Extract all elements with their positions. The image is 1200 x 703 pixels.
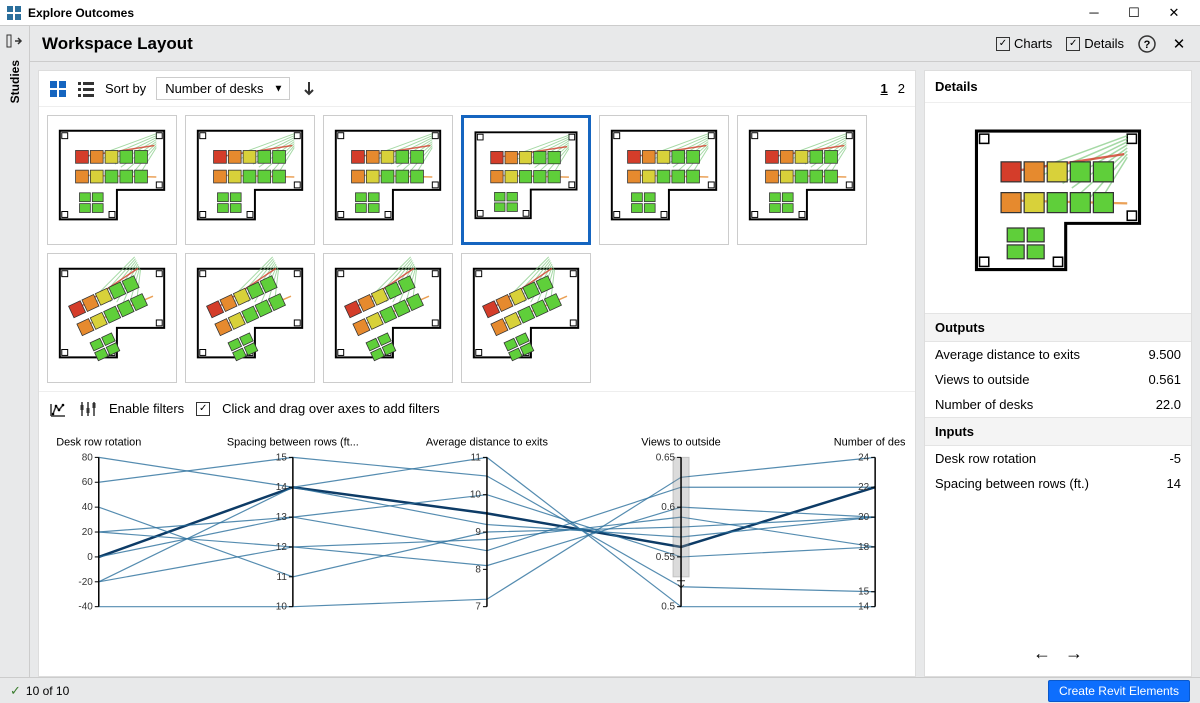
outputs-section-header: Outputs [925, 313, 1191, 342]
outcome-thumbnail[interactable] [47, 253, 177, 383]
statusbar: ✓ 10 of 10 Create Revit Elements [0, 677, 1200, 703]
app-icon [6, 5, 22, 21]
close-panel-icon[interactable]: ✕ [1170, 35, 1188, 53]
details-title: Details [925, 71, 1191, 103]
enable-filters-label: Enable filters [109, 401, 184, 416]
svg-text:Desk row rotation: Desk row rotation [56, 436, 141, 448]
svg-text:10: 10 [276, 602, 288, 613]
help-icon[interactable]: ? [1138, 35, 1156, 53]
details-pane: Details Outputs Average distance to exit… [924, 70, 1192, 677]
outcome-thumbnail[interactable] [599, 115, 729, 245]
outcome-thumbnail[interactable] [461, 253, 591, 383]
window-close-button[interactable]: ✕ [1154, 0, 1194, 26]
sort-select[interactable]: Number of desks ▼ [156, 77, 290, 100]
svg-text:80: 80 [82, 452, 94, 463]
parallel-coordinates-chart[interactable]: Desk row rotation -40 -20 0 20 40 60 80 Spacing … [39, 425, 915, 633]
svg-text:10: 10 [470, 490, 482, 501]
parallel-chart-icon[interactable] [49, 400, 67, 418]
svg-text:0.65: 0.65 [656, 452, 676, 463]
svg-text:?: ? [1144, 39, 1151, 51]
prev-outcome-button[interactable]: ← [1033, 643, 1051, 664]
pager: 1 2 [881, 81, 905, 96]
details-toggle-label: Details [1084, 36, 1124, 51]
collapse-rail-icon[interactable] [6, 32, 24, 50]
inputs-section-header: Inputs [925, 417, 1191, 446]
svg-text:Views to outside: Views to outside [641, 436, 720, 448]
details-row: Average distance to exits9.500 [925, 342, 1191, 367]
sort-by-label: Sort by [105, 81, 146, 96]
svg-text:0: 0 [87, 552, 93, 563]
svg-text:12: 12 [276, 542, 288, 553]
grid-view-icon[interactable] [49, 80, 67, 98]
svg-text:11: 11 [471, 452, 482, 463]
svg-text:11: 11 [277, 572, 288, 583]
svg-text:14: 14 [276, 482, 288, 493]
page-2[interactable]: 2 [898, 81, 905, 96]
outcome-thumbnail[interactable] [461, 115, 591, 245]
svg-text:15: 15 [276, 452, 288, 463]
enable-filters-checkbox[interactable]: ✓ [196, 402, 210, 416]
svg-text:18: 18 [858, 542, 870, 553]
details-row: Desk row rotation-5 [925, 446, 1191, 471]
window-title: Explore Outcomes [28, 6, 1074, 20]
details-row: Spacing between rows (ft.)14 [925, 471, 1191, 496]
details-toggle[interactable]: ✓Details [1066, 36, 1124, 51]
studies-rail: Studies [0, 26, 30, 677]
outcome-thumbnail[interactable] [185, 115, 315, 245]
svg-text:-20: -20 [78, 577, 93, 588]
filter-axes-icon[interactable] [79, 400, 97, 418]
details-row: Number of desks22.0 [925, 392, 1191, 417]
svg-text:60: 60 [82, 477, 94, 488]
svg-text:7: 7 [475, 602, 481, 613]
svg-text:13: 13 [276, 512, 288, 523]
chevron-down-icon: ▼ [274, 83, 284, 94]
svg-text:15: 15 [858, 587, 870, 598]
svg-text:9: 9 [475, 527, 481, 538]
sort-select-value: Number of desks [165, 81, 263, 96]
charts-toggle-label: Charts [1014, 36, 1052, 51]
svg-text:40: 40 [82, 502, 94, 513]
outcome-thumbnail[interactable] [47, 115, 177, 245]
filter-bar: Enable filters ✓ Click and drag over axe… [39, 391, 915, 425]
filter-hint: Click and drag over axes to add filters [222, 401, 440, 416]
svg-text:0.55: 0.55 [656, 552, 676, 563]
details-preview [925, 103, 1191, 313]
outcome-thumbnail[interactable] [737, 115, 867, 245]
svg-text:0.5: 0.5 [661, 602, 675, 613]
svg-text:Number of desks: Number of desks [834, 436, 905, 448]
svg-text:0.6: 0.6 [661, 502, 675, 513]
status-text: 10 of 10 [26, 684, 69, 698]
details-row: Views to outside0.561 [925, 367, 1191, 392]
sort-direction-icon[interactable] [300, 80, 318, 98]
next-outcome-button[interactable]: → [1065, 643, 1083, 664]
svg-text:-40: -40 [78, 602, 93, 613]
page-1[interactable]: 1 [881, 81, 888, 96]
thumbnail-grid [39, 107, 915, 391]
svg-text:20: 20 [858, 512, 870, 523]
create-revit-elements-button[interactable]: Create Revit Elements [1048, 680, 1190, 702]
studies-rail-label[interactable]: Studies [8, 60, 22, 103]
outcome-thumbnail[interactable] [185, 253, 315, 383]
svg-text:Average distance to exits: Average distance to exits [426, 436, 549, 448]
status-check-icon: ✓ [10, 683, 21, 699]
svg-text:8: 8 [475, 564, 481, 575]
window-minimize-button[interactable]: ─ [1074, 0, 1114, 26]
svg-text:Spacing between rows (ft...: Spacing between rows (ft... [227, 436, 359, 448]
outcome-thumbnail[interactable] [323, 253, 453, 383]
svg-text:24: 24 [858, 452, 870, 463]
workspace-title: Workspace Layout [42, 34, 996, 54]
window-maximize-button[interactable]: ☐ [1114, 0, 1154, 26]
outcomes-pane: Sort by Number of desks ▼ 1 2 [38, 70, 916, 677]
svg-text:14: 14 [858, 602, 870, 613]
titlebar: Explore Outcomes ─ ☐ ✕ [0, 0, 1200, 26]
charts-toggle[interactable]: ✓Charts [996, 36, 1052, 51]
svg-text:20: 20 [82, 527, 94, 538]
list-view-icon[interactable] [77, 80, 95, 98]
outcomes-toolbar: Sort by Number of desks ▼ 1 2 [39, 71, 915, 107]
outcome-thumbnail[interactable] [323, 115, 453, 245]
workspace-header: Workspace Layout ✓Charts ✓Details ? ✕ [30, 26, 1200, 62]
svg-text:22: 22 [858, 482, 870, 493]
